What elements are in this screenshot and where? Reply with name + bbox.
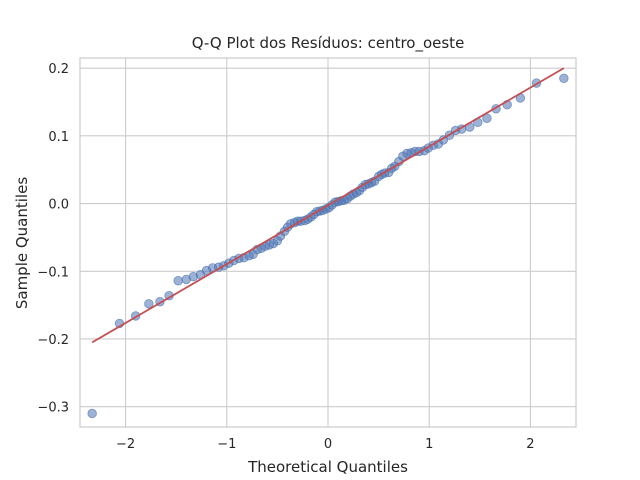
y-tick-label: −0.1	[37, 265, 69, 280]
x-axis-label: Theoretical Quantiles	[247, 458, 408, 476]
x-tick-labels: −2 −1 0 1 2	[116, 437, 535, 452]
reference-line	[91, 67, 565, 344]
data-point	[173, 276, 183, 286]
x-tick-label: −2	[116, 437, 135, 452]
y-tick-label: −0.2	[37, 333, 69, 348]
x-tick-label: 1	[425, 437, 433, 452]
y-tick-label: 0.2	[48, 62, 69, 77]
y-tick-labels: −0.3 −0.2 −0.1 0.0 0.1 0.2	[37, 62, 69, 416]
x-tick-label: 2	[526, 437, 534, 452]
reference-line-group	[91, 67, 565, 344]
y-tick-label: 0.0	[48, 198, 69, 213]
data-point	[87, 408, 97, 419]
chart-title: Q-Q Plot dos Resíduos: centro_oeste	[192, 34, 465, 53]
y-tick-label: 0.1	[48, 130, 69, 145]
x-tick-label: −1	[217, 437, 236, 452]
y-tick-label: −0.3	[37, 401, 69, 416]
x-tick-label: 0	[324, 437, 332, 452]
data-point	[482, 113, 492, 123]
data-point	[559, 73, 569, 84]
y-axis-label: Sample Quantiles	[13, 177, 31, 309]
plot-area-frame	[79, 57, 577, 428]
data-point	[144, 299, 154, 309]
